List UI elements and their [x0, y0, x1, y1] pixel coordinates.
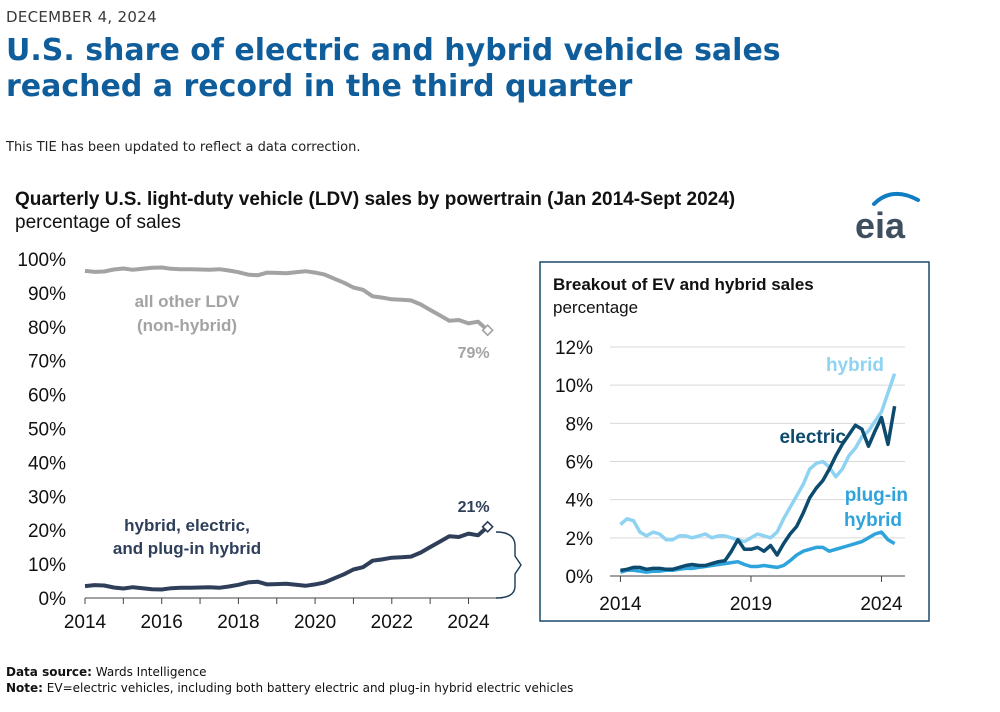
- inset-y-tick-label: 6%: [566, 453, 594, 474]
- main-y-tick-label: 80%: [28, 318, 66, 339]
- end-label-all-other-ldv: 79%: [458, 345, 490, 362]
- inset-y-tick-label: 8%: [566, 414, 594, 435]
- footer-source: Data source: Wards Intelligence: [6, 665, 206, 679]
- end-marker-all-other-ldv: [481, 324, 494, 337]
- inset-x-tick-label: 2014: [599, 594, 642, 615]
- main-y-tick-label: 50%: [28, 420, 66, 441]
- inset-y-tick-label: 4%: [566, 491, 594, 512]
- inset-y-tick-label: 2%: [566, 529, 594, 550]
- note-label: Note:: [6, 681, 43, 695]
- main-y-tick-label: 20%: [28, 521, 66, 542]
- series-line-all-other-ldv: [84, 265, 490, 332]
- source-label: Data source:: [6, 665, 92, 679]
- main-y-tick-label: 30%: [28, 487, 66, 508]
- main-y-tick-label: 70%: [28, 352, 66, 373]
- inset-x-tick-label: 2019: [730, 594, 772, 615]
- headline: U.S. share of electric and hybrid vehicl…: [6, 33, 781, 104]
- main-x-tick-label: 2014: [64, 612, 107, 633]
- series-line-hybrid: [619, 373, 897, 544]
- main-y-tick-label: 90%: [28, 284, 66, 305]
- series-label-hybrid-electric-plugin: and plug-in hybrid: [113, 539, 261, 558]
- correction-note: This TIE has been updated to reflect a d…: [6, 140, 361, 155]
- inset-x-tick-label: 2024: [860, 594, 903, 615]
- publication-date: DECEMBER 4, 2024: [6, 8, 157, 26]
- chart-y-axis-label: percentage of sales: [15, 212, 181, 233]
- inset-y-tick-label: 12%: [555, 338, 593, 359]
- series-label-hybrid: hybrid: [826, 355, 884, 376]
- end-label-hybrid-electric-plugin: 21%: [458, 499, 490, 516]
- main-x-tick-label: 2020: [294, 612, 336, 633]
- inset-title: Breakout of EV and hybrid sales: [553, 275, 814, 294]
- main-y-tick-label: 40%: [28, 453, 66, 474]
- inset-bracket-connector: [495, 531, 522, 599]
- series-label-electric: electric: [779, 427, 846, 448]
- series-label-all-other-ldv: (non-hybrid): [137, 316, 237, 335]
- footer-note: Note: EV=electric vehicles, including bo…: [6, 681, 573, 695]
- note-text: EV=electric vehicles, including both bat…: [46, 681, 574, 695]
- chart-title: Quarterly U.S. light-duty vehicle (LDV) …: [15, 189, 736, 210]
- inset-y-tick-label: 10%: [555, 376, 593, 397]
- main-x-tick-label: 2022: [371, 612, 413, 633]
- logo-text: eia: [855, 205, 906, 242]
- series-line-hybrid-electric-plugin: [84, 525, 490, 592]
- main-y-tick-label: 0%: [39, 589, 67, 610]
- main-y-tick-label: 60%: [28, 386, 66, 407]
- series-label-plug-in-hybrid: hybrid: [844, 510, 902, 531]
- main-x-tick-label: 2016: [141, 612, 183, 633]
- main-x-tick-label: 2018: [217, 612, 259, 633]
- series-label-hybrid-electric-plugin: hybrid, electric,: [124, 516, 250, 535]
- main-y-tick-label: 100%: [17, 250, 66, 271]
- series-label-plug-in-hybrid: plug-in: [845, 485, 908, 506]
- main-x-tick-label: 2024: [447, 612, 490, 633]
- source-text: Wards Intelligence: [95, 665, 207, 679]
- main-y-tick-label: 10%: [28, 555, 66, 576]
- inset-y-axis-label: percentage: [553, 298, 638, 317]
- end-marker-hybrid-electric-plugin: [481, 520, 494, 533]
- inset-y-tick-label: 0%: [566, 567, 594, 588]
- series-label-all-other-ldv: all other LDV: [135, 292, 241, 311]
- series-line-electric: [620, 405, 897, 573]
- eia-logo-icon: eia: [855, 192, 920, 242]
